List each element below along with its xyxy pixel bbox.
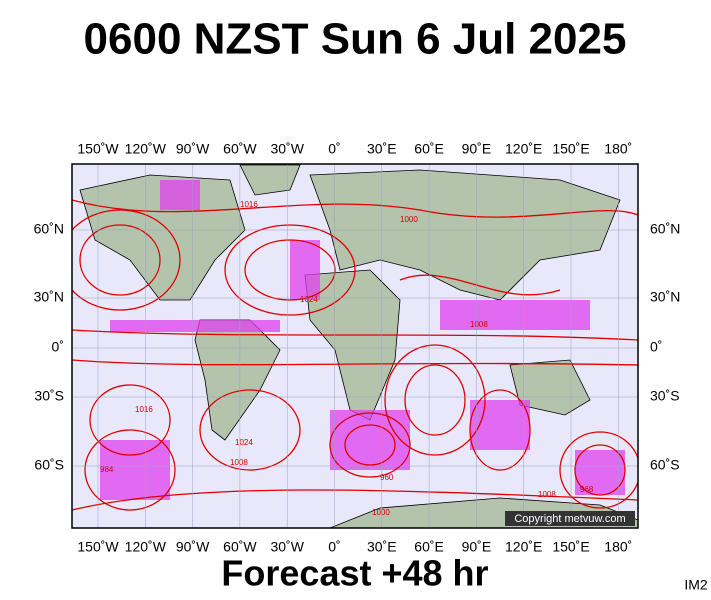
lon-label-top: 60˚W xyxy=(223,141,257,157)
lon-label-top: 30˚W xyxy=(270,141,304,157)
land xyxy=(79,164,638,528)
lat-label-right: 60˚N xyxy=(650,221,680,237)
lat-label-left: 60˚N xyxy=(34,221,64,237)
map-frame xyxy=(71,163,639,529)
lon-label-top: 150˚E xyxy=(552,141,589,157)
isobar-label: 1008 xyxy=(538,490,556,499)
lon-label-top: 60˚E xyxy=(414,141,444,157)
forecast-label: Forecast +48 hr xyxy=(221,553,488,594)
lon-label-top: 150˚W xyxy=(77,141,119,157)
isobar-label: 1024 xyxy=(300,295,318,304)
lon-label-top: 30˚E xyxy=(367,141,397,157)
lon-label-bottom: 150˚W xyxy=(77,539,119,555)
isobar-labels: 1016 1024 1000 1008 1016 1024 984 1008 9… xyxy=(100,200,594,517)
isobar-label: 1000 xyxy=(372,508,390,517)
isobars xyxy=(72,199,638,511)
lat-label-right: 0˚ xyxy=(650,339,662,355)
lat-label-left: 30˚N xyxy=(34,289,64,305)
graticule xyxy=(72,164,638,528)
lon-label-bottom: 30˚E xyxy=(367,539,397,555)
lon-label-top: 90˚W xyxy=(176,141,210,157)
lon-label-top: 180˚ xyxy=(604,141,632,157)
copyright: Copyright metvuw.com xyxy=(514,513,625,525)
isobar-label: 960 xyxy=(380,473,394,482)
lon-label-bottom: 30˚W xyxy=(270,539,304,555)
lon-label-bottom: 150˚E xyxy=(552,539,589,555)
ticks: 150˚W 150˚W 120˚W 120˚W 90˚W 90˚W 60˚W 60˚W 30˚W… xyxy=(34,141,681,555)
lon-label-top: 120˚W xyxy=(125,141,167,157)
lat-label-right: 30˚S xyxy=(650,388,680,404)
isobar-label: 1016 xyxy=(135,405,153,414)
lon-label-bottom: 0˚ xyxy=(328,539,340,555)
isobar-label: 1024 xyxy=(235,438,253,447)
isobar-label: 1008 xyxy=(230,458,248,467)
lon-label-bottom: 90˚E xyxy=(462,539,492,555)
lon-label-bottom: 60˚W xyxy=(223,539,257,555)
title: 0600 NZST Sun 6 Jul 2025 xyxy=(84,15,627,64)
lon-label-top: 90˚E xyxy=(462,141,492,157)
isobar-label: 984 xyxy=(100,465,114,474)
lon-label-bottom: 120˚E xyxy=(505,539,542,555)
lon-label-bottom: 90˚W xyxy=(176,539,210,555)
isobar-label: 1016 xyxy=(240,200,258,209)
lon-label-bottom: 180˚ xyxy=(604,539,632,555)
map: 1016 1024 1000 1008 1016 1024 984 1008 9… xyxy=(71,163,639,529)
lat-label-left: 60˚S xyxy=(34,457,64,473)
lon-label-bottom: 120˚W xyxy=(125,539,167,555)
isobar-label: 1008 xyxy=(470,320,488,329)
image-id: IM2 xyxy=(684,577,708,593)
lat-label-right: 60˚S xyxy=(650,457,680,473)
isobar-label: 968 xyxy=(580,485,594,494)
isobar-label: 1000 xyxy=(400,215,418,224)
lat-label-left: 30˚S xyxy=(34,388,64,404)
copyright-box xyxy=(505,511,635,526)
lat-label-right: 30˚N xyxy=(650,289,680,305)
lon-label-top: 0˚ xyxy=(328,141,340,157)
lon-label-top: 120˚E xyxy=(505,141,542,157)
lat-label-left: 0˚ xyxy=(52,339,64,355)
lon-label-bottom: 60˚E xyxy=(414,539,444,555)
